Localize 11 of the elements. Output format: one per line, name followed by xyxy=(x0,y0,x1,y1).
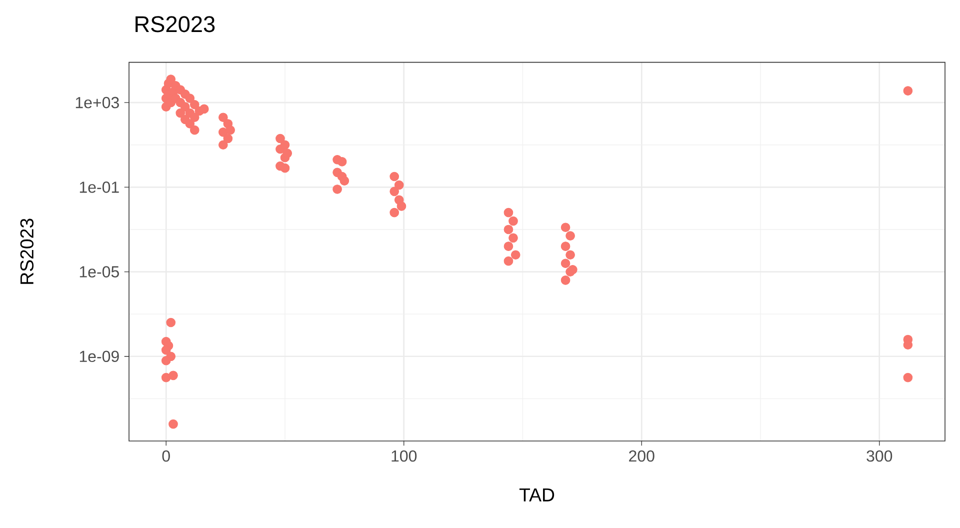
y-axis-title: RS2023 xyxy=(20,218,34,284)
x-tick-label: 0 xyxy=(162,450,170,462)
x-tick-label: 200 xyxy=(629,450,654,462)
chart-title: RS2023 xyxy=(136,16,215,32)
y-tick-label: 1e-09 xyxy=(80,350,119,362)
y-tick-label: 1e-01 xyxy=(80,182,119,193)
y-tick-label: 1e-05 xyxy=(80,266,119,278)
x-tick-label: 100 xyxy=(392,450,417,462)
x-tick-label: 300 xyxy=(866,450,892,462)
x-axis-title: TAD xyxy=(519,488,554,502)
y-tick-label: 1e+03 xyxy=(76,96,119,108)
